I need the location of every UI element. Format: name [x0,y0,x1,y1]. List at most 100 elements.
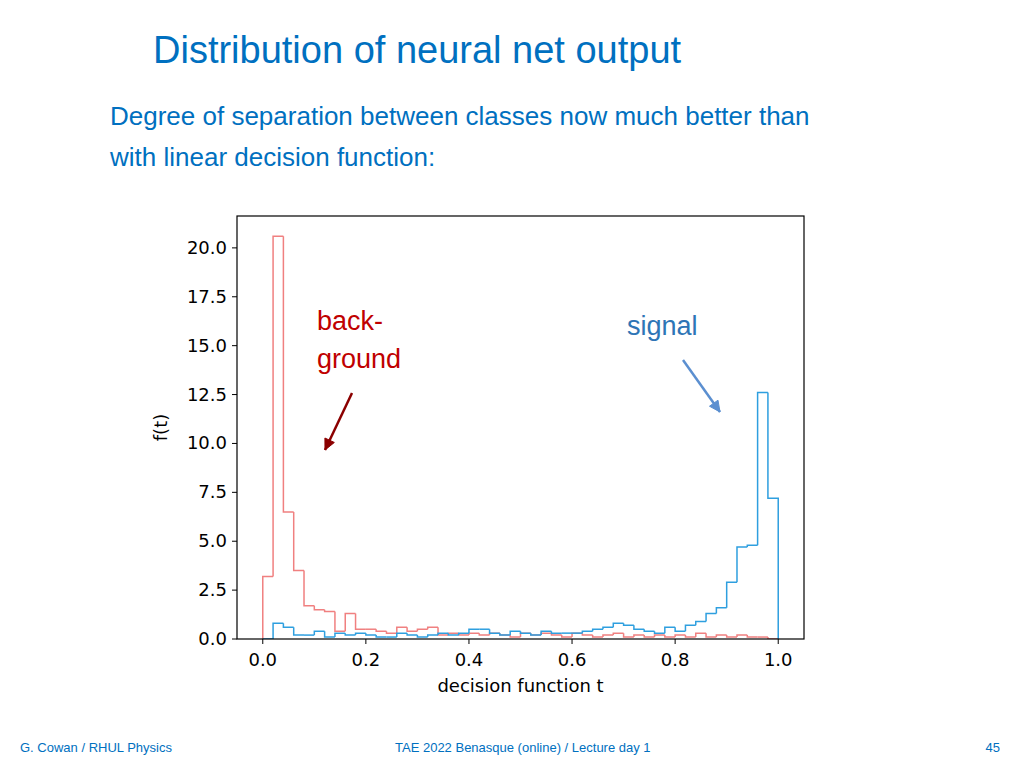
footer-right: 45 [986,740,1000,755]
hist-bin [510,635,520,637]
hist-bin [294,627,304,635]
hist-bin [613,633,623,635]
x-tick [778,639,779,644]
series [263,236,778,639]
x-tick-label: 1.0 [764,649,793,670]
hist-bin [531,633,541,635]
hist-bin [665,635,675,637]
hist-bin [655,635,665,637]
hist-bin [469,633,479,635]
x-tick [675,639,676,644]
x-tick-label: 0.8 [661,649,690,670]
annotation: ground [317,344,401,374]
y-tick-label: 15.0 [187,335,227,356]
hist-bin [417,635,427,637]
hist-bin [551,631,561,633]
hist-bin [696,633,706,637]
hist-bin [283,236,293,512]
x-tick-label: 0.0 [248,649,277,670]
arrow-shaft [325,393,352,450]
arrow-head [325,438,334,450]
hist-bin [479,633,489,635]
y-tick [232,541,237,542]
hist-bin [706,614,716,622]
hist-bin [500,633,510,635]
hist-bin [314,606,324,610]
hist-bin [562,635,572,637]
hist-bin [448,633,458,635]
hist-bin [490,629,500,633]
y-tick-label: 0.0 [198,628,227,649]
hist-bin [510,631,520,635]
hist-bin [603,627,613,629]
hist-bin [397,627,407,633]
hist-bin [335,612,345,632]
hist-bin [376,635,386,637]
hist-bin [500,633,510,635]
y-tick [232,492,237,493]
hist-bin [428,627,438,629]
x-tick [468,639,469,644]
hist-bin [335,633,345,637]
hist-bin [634,635,644,637]
hist-bin [634,625,644,629]
x-tick [365,639,366,644]
x-tick-label: 0.6 [558,649,587,670]
hist-bin [665,627,675,633]
axes: 0.00.20.40.60.81.00.02.55.07.510.012.515… [150,237,793,696]
hist-bin [386,631,396,633]
hist-bin [314,631,324,635]
annotation: signal [627,311,698,341]
slide: Distribution of neural net outputDegree … [0,0,1024,768]
hist-bin [438,633,448,635]
annotation: back- [317,306,383,336]
hist-bin [685,625,695,631]
frame [237,216,804,639]
y-tick [232,345,237,346]
hist-bin [304,571,314,606]
hist-bin [644,635,654,637]
hist-bin [263,576,273,639]
hist-bin [582,633,592,635]
footer-center: TAE 2022 Benasque (online) / Lecture day… [395,740,651,755]
series [263,393,778,639]
y-tick-label: 2.5 [198,579,227,600]
hist-bin [541,631,551,635]
hist-bin [479,628,489,630]
y-tick-label: 5.0 [198,530,227,551]
hist-bin [624,623,634,625]
hist-bin [438,627,448,635]
y-label: f(t) [150,414,171,441]
hist-bin [294,512,304,571]
hist-bin [593,635,603,637]
hist-bin [644,629,654,631]
hist-bin [572,632,582,634]
footer-left: G. Cowan / RHUL Physics [20,740,172,755]
hist-bin [727,582,737,607]
hist-bin [706,633,716,637]
y-tick-label: 7.5 [198,481,227,502]
hist-bin [737,635,747,637]
y-tick [232,394,237,395]
y-tick-label: 10.0 [187,432,227,453]
hist-bin [758,636,768,638]
hist-bin [603,635,613,637]
x-tick [262,639,263,644]
x-tick [572,639,573,644]
hist-bin [655,631,665,633]
y-tick-label: 12.5 [187,384,227,405]
hist-bin [366,633,376,635]
y-tick [232,247,237,248]
hist-bin [459,633,469,635]
hist-bin [397,633,407,637]
hist-bin [376,629,386,631]
hist-bin [593,629,603,631]
hist-bin [624,633,634,637]
hist-bin [541,633,551,635]
hist-bin [428,635,438,637]
x-tick-label: 0.2 [352,649,381,670]
y-tick-label: 20.0 [187,237,227,258]
y-tick [232,639,237,640]
hist-bin [304,634,314,636]
hist-bin [407,633,417,635]
